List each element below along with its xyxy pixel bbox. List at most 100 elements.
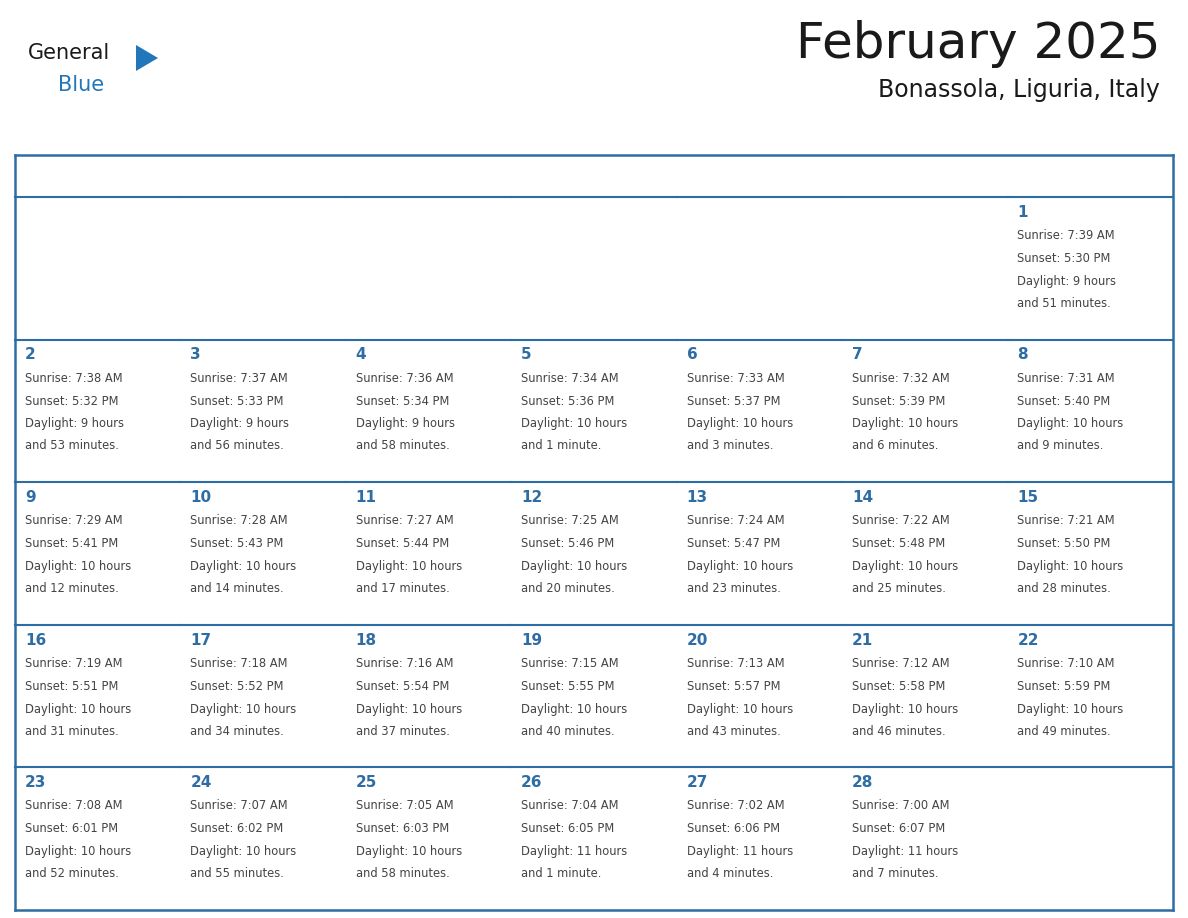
Text: Sunrise: 7:04 AM: Sunrise: 7:04 AM [522, 800, 619, 812]
Text: 21: 21 [852, 633, 873, 647]
Text: Sunset: 5:30 PM: Sunset: 5:30 PM [1017, 252, 1111, 265]
Text: Sunrise: 7:10 AM: Sunrise: 7:10 AM [1017, 657, 1116, 670]
Text: 1: 1 [1017, 205, 1028, 219]
Text: Sunset: 5:40 PM: Sunset: 5:40 PM [1017, 395, 1111, 408]
Text: Friday: Friday [852, 169, 898, 184]
Text: 23: 23 [25, 775, 46, 790]
Text: Sunset: 5:41 PM: Sunset: 5:41 PM [25, 537, 118, 550]
Text: Sunrise: 7:00 AM: Sunrise: 7:00 AM [852, 800, 949, 812]
Text: Sunrise: 7:19 AM: Sunrise: 7:19 AM [25, 657, 122, 670]
Text: 27: 27 [687, 775, 708, 790]
Text: Sunrise: 7:36 AM: Sunrise: 7:36 AM [355, 372, 454, 385]
Text: and 58 minutes.: and 58 minutes. [355, 868, 449, 880]
Text: Daylight: 10 hours: Daylight: 10 hours [190, 702, 297, 715]
Text: Daylight: 10 hours: Daylight: 10 hours [687, 560, 792, 573]
Text: Daylight: 10 hours: Daylight: 10 hours [1017, 702, 1124, 715]
Text: Daylight: 10 hours: Daylight: 10 hours [25, 845, 131, 858]
Text: Sunset: 5:39 PM: Sunset: 5:39 PM [852, 395, 946, 408]
Text: Sunset: 5:58 PM: Sunset: 5:58 PM [852, 679, 946, 693]
Text: and 37 minutes.: and 37 minutes. [355, 724, 449, 738]
Text: Daylight: 10 hours: Daylight: 10 hours [522, 560, 627, 573]
Text: Sunrise: 7:08 AM: Sunrise: 7:08 AM [25, 800, 122, 812]
Text: Sunset: 5:50 PM: Sunset: 5:50 PM [1017, 537, 1111, 550]
Text: 7: 7 [852, 347, 862, 363]
Text: and 20 minutes.: and 20 minutes. [522, 582, 615, 595]
Text: Sunrise: 7:18 AM: Sunrise: 7:18 AM [190, 657, 287, 670]
Text: Monday: Monday [190, 169, 251, 184]
Text: 25: 25 [355, 775, 377, 790]
Text: Sunset: 5:55 PM: Sunset: 5:55 PM [522, 679, 614, 693]
Text: Sunrise: 7:28 AM: Sunrise: 7:28 AM [190, 514, 287, 527]
Text: and 52 minutes.: and 52 minutes. [25, 868, 119, 880]
Text: and 1 minute.: and 1 minute. [522, 868, 601, 880]
Text: 12: 12 [522, 490, 543, 505]
Text: Sunrise: 7:34 AM: Sunrise: 7:34 AM [522, 372, 619, 385]
Text: 26: 26 [522, 775, 543, 790]
Text: Sunset: 5:48 PM: Sunset: 5:48 PM [852, 537, 946, 550]
Text: Sunrise: 7:29 AM: Sunrise: 7:29 AM [25, 514, 122, 527]
Polygon shape [135, 45, 158, 71]
Text: Sunrise: 7:16 AM: Sunrise: 7:16 AM [355, 657, 454, 670]
Text: Daylight: 10 hours: Daylight: 10 hours [852, 418, 959, 431]
Text: 8: 8 [1017, 347, 1028, 363]
Text: 18: 18 [355, 633, 377, 647]
Text: Thursday: Thursday [687, 169, 758, 184]
Text: and 17 minutes.: and 17 minutes. [355, 582, 449, 595]
Text: Daylight: 9 hours: Daylight: 9 hours [1017, 274, 1117, 287]
Text: 22: 22 [1017, 633, 1040, 647]
Text: Daylight: 10 hours: Daylight: 10 hours [355, 560, 462, 573]
Text: Sunrise: 7:22 AM: Sunrise: 7:22 AM [852, 514, 950, 527]
Text: and 43 minutes.: and 43 minutes. [687, 724, 781, 738]
Text: Daylight: 10 hours: Daylight: 10 hours [1017, 560, 1124, 573]
Text: 15: 15 [1017, 490, 1038, 505]
Text: and 40 minutes.: and 40 minutes. [522, 724, 615, 738]
Text: Sunrise: 7:27 AM: Sunrise: 7:27 AM [355, 514, 454, 527]
Text: Daylight: 9 hours: Daylight: 9 hours [355, 418, 455, 431]
Text: Tuesday: Tuesday [355, 169, 418, 184]
Text: Daylight: 10 hours: Daylight: 10 hours [687, 418, 792, 431]
Text: 9: 9 [25, 490, 36, 505]
Text: and 34 minutes.: and 34 minutes. [190, 724, 284, 738]
Text: Daylight: 10 hours: Daylight: 10 hours [190, 845, 297, 858]
Text: Sunday: Sunday [25, 169, 82, 184]
Text: Sunset: 5:33 PM: Sunset: 5:33 PM [190, 395, 284, 408]
Text: Daylight: 10 hours: Daylight: 10 hours [687, 702, 792, 715]
Text: Sunset: 5:47 PM: Sunset: 5:47 PM [687, 537, 781, 550]
Text: Daylight: 10 hours: Daylight: 10 hours [355, 702, 462, 715]
Text: Sunset: 5:51 PM: Sunset: 5:51 PM [25, 679, 119, 693]
Text: Wednesday: Wednesday [522, 169, 609, 184]
Text: 2: 2 [25, 347, 36, 363]
Text: Daylight: 9 hours: Daylight: 9 hours [25, 418, 124, 431]
Text: Sunset: 6:01 PM: Sunset: 6:01 PM [25, 823, 118, 835]
Text: Daylight: 10 hours: Daylight: 10 hours [852, 702, 959, 715]
Text: Sunset: 6:03 PM: Sunset: 6:03 PM [355, 823, 449, 835]
Text: Sunset: 5:34 PM: Sunset: 5:34 PM [355, 395, 449, 408]
Text: Sunset: 5:46 PM: Sunset: 5:46 PM [522, 537, 614, 550]
Text: and 31 minutes.: and 31 minutes. [25, 724, 119, 738]
Text: Daylight: 10 hours: Daylight: 10 hours [25, 702, 131, 715]
Text: and 56 minutes.: and 56 minutes. [190, 440, 284, 453]
Text: Sunset: 5:32 PM: Sunset: 5:32 PM [25, 395, 119, 408]
Text: Saturday: Saturday [1017, 169, 1087, 184]
Text: Sunset: 5:44 PM: Sunset: 5:44 PM [355, 537, 449, 550]
Text: Daylight: 11 hours: Daylight: 11 hours [852, 845, 959, 858]
Text: and 55 minutes.: and 55 minutes. [190, 868, 284, 880]
Text: Sunrise: 7:15 AM: Sunrise: 7:15 AM [522, 657, 619, 670]
Text: and 14 minutes.: and 14 minutes. [190, 582, 284, 595]
Text: and 4 minutes.: and 4 minutes. [687, 868, 773, 880]
Text: Sunrise: 7:05 AM: Sunrise: 7:05 AM [355, 800, 454, 812]
Text: 3: 3 [190, 347, 201, 363]
Text: Sunrise: 7:37 AM: Sunrise: 7:37 AM [190, 372, 289, 385]
Text: and 7 minutes.: and 7 minutes. [852, 868, 939, 880]
Text: Sunrise: 7:31 AM: Sunrise: 7:31 AM [1017, 372, 1116, 385]
Text: Bonassola, Liguria, Italy: Bonassola, Liguria, Italy [878, 78, 1159, 102]
Text: 16: 16 [25, 633, 46, 647]
Text: Daylight: 10 hours: Daylight: 10 hours [190, 560, 297, 573]
Text: Daylight: 10 hours: Daylight: 10 hours [852, 560, 959, 573]
Text: 14: 14 [852, 490, 873, 505]
Text: Daylight: 10 hours: Daylight: 10 hours [522, 702, 627, 715]
Text: Sunrise: 7:39 AM: Sunrise: 7:39 AM [1017, 230, 1116, 242]
Text: and 53 minutes.: and 53 minutes. [25, 440, 119, 453]
Text: and 25 minutes.: and 25 minutes. [852, 582, 946, 595]
Text: Blue: Blue [58, 75, 105, 95]
